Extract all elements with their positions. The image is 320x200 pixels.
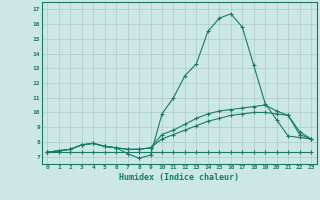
X-axis label: Humidex (Indice chaleur): Humidex (Indice chaleur) <box>119 173 239 182</box>
